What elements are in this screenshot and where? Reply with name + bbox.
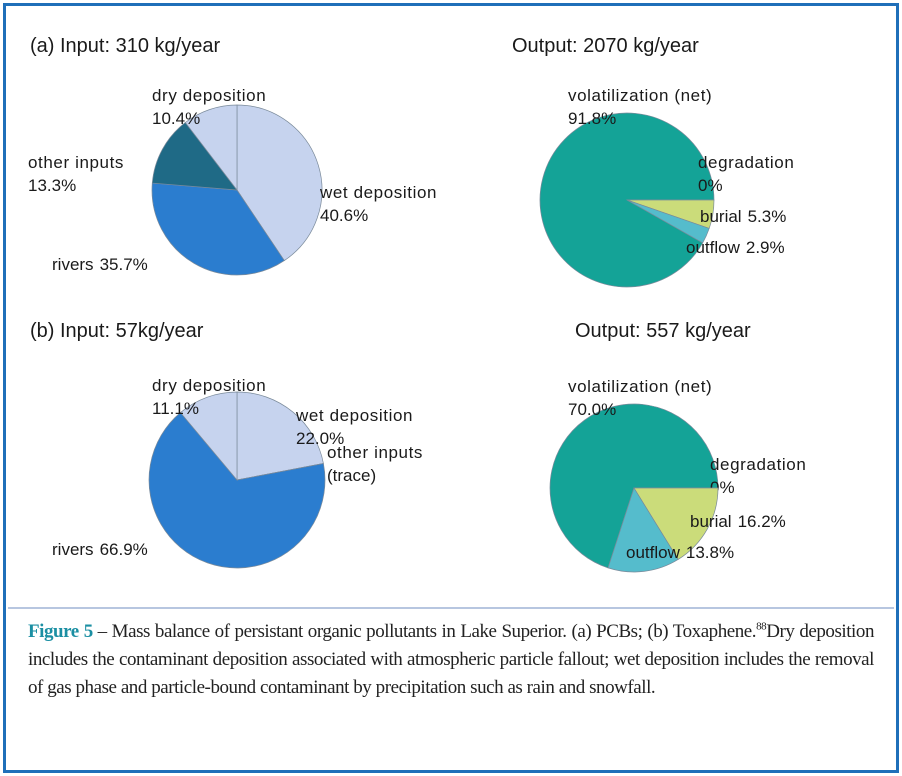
pie-slice <box>633 487 719 560</box>
slice-label: other inputs 13.3% <box>28 153 124 195</box>
slice-label: dry deposition 10.4% <box>152 86 266 128</box>
value-label: 13.3% <box>28 176 76 195</box>
category-label: dry deposition <box>152 86 266 105</box>
pie-slice <box>539 112 715 288</box>
pie-slice <box>151 122 238 191</box>
category-label: degradation <box>698 153 794 172</box>
value-label: 11.1% <box>152 399 199 418</box>
category-label: wet deposition <box>319 183 437 202</box>
value-label: 40.6% <box>320 206 368 225</box>
value-label: 66.9% <box>100 540 148 559</box>
pie-slice <box>607 487 679 573</box>
category-label: other inputs <box>28 153 124 172</box>
slice-label: other inputs (trace) <box>327 443 423 485</box>
slice-label: rivers 35.7% <box>52 255 148 274</box>
chart-title: Output: 2070 kg/year <box>512 35 699 57</box>
caption-text: – Mass balance of persistant organic pol… <box>92 621 757 642</box>
value-label: (trace) <box>327 466 376 485</box>
value-label: 16.2% <box>738 512 786 531</box>
figure-label: Figure 5 <box>28 621 93 642</box>
value-label: 0% <box>698 176 723 195</box>
slice-label: burial 5.3% <box>700 207 786 226</box>
chart-title: Output: 557 kg/year <box>575 320 751 342</box>
slice-label: wet deposition 40.6% <box>319 183 437 225</box>
value-label: 70.0% <box>568 400 616 419</box>
pie-slice <box>184 104 238 192</box>
category-label: rivers <box>52 255 94 274</box>
category-label: volatilization (net) <box>568 377 712 396</box>
slice-label: dry deposition 11.1% <box>152 376 266 418</box>
pie-slice <box>236 391 324 481</box>
value-label: 22.0% <box>296 429 344 448</box>
slice-label: degradation 0% <box>698 153 794 195</box>
category-label: degradation <box>710 455 806 474</box>
slice-label: outflow 2.9% <box>686 238 785 257</box>
caption-text: Dry deposition includes the contaminant … <box>28 621 874 698</box>
category-label: burial <box>690 512 732 531</box>
pie-slice <box>626 199 710 244</box>
value-label: 10.4% <box>152 109 200 128</box>
category-label: outflow <box>686 238 741 257</box>
slice-label: wet deposition 22.0% <box>295 406 413 448</box>
value-label: 91.8% <box>568 109 616 128</box>
slice-label: rivers 66.9% <box>52 540 148 559</box>
slice-label: burial 16.2% <box>690 512 786 531</box>
slice-label: volatilization (net) 70.0% <box>568 377 712 419</box>
pie-slice <box>148 412 326 569</box>
slice-label: degradation 0% <box>710 455 806 497</box>
category-label: dry deposition <box>152 376 266 395</box>
slice-label: outflow 13.8% <box>626 543 734 562</box>
category-label: other inputs <box>327 443 423 462</box>
value-label: 35.7% <box>100 255 148 274</box>
chart-title: (b) Input: 57kg/year <box>30 320 204 342</box>
category-label: volatilization (net) <box>568 86 712 105</box>
chart-title: (a) Input: 310 kg/year <box>30 35 220 57</box>
category-label: outflow <box>626 543 681 562</box>
pie-slice <box>151 182 285 276</box>
pie-slice <box>549 403 719 569</box>
reference: 88 <box>756 620 767 633</box>
category-label: rivers <box>52 540 94 559</box>
value-label: 5.3% <box>748 207 787 226</box>
value-label: 2.9% <box>746 238 785 257</box>
figure-frame <box>3 3 899 773</box>
category-label: wet deposition <box>295 406 413 425</box>
category-label: burial <box>700 207 742 226</box>
slice-label: volatilization (net) 91.8% <box>568 86 712 128</box>
pie-slice <box>179 391 238 481</box>
pie-slice <box>236 104 323 262</box>
caption: Figure 5 – Mass balance of persistant or… <box>28 618 874 702</box>
value-label: 13.8% <box>686 543 734 562</box>
